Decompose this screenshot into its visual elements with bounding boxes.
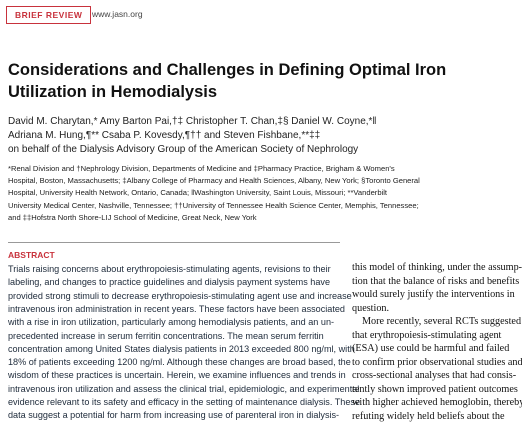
abstract-line: data suggest a potential for harm from i… [8,410,340,421]
title-line: Utilization in Hemodialysis [8,83,218,101]
author-line: Adriana M. Hung,¶** Csaba P. Kovesdy,¶††… [8,130,321,141]
abstract-line: precedented increase in serum ferritin c… [8,330,324,341]
body-line: to confirm prior observational studies a… [352,356,522,368]
abstract-line: Trials raising concerns about erythropoi… [8,264,331,274]
abstract-line: with a rise in iron utilization, particu… [8,317,335,328]
body-line: with higher achieved hemoglobin, thereby [352,397,522,408]
section-badge: BRIEF REVIEW [6,6,92,24]
body-line: question. [352,302,390,314]
body-line: that erythropoiesis-stimulating agent [352,329,502,341]
abstract-line: wisdom of these practices is uncertain. … [8,370,346,381]
body-line: tion that the balance of risks and benef… [352,275,520,287]
body-line: this model of thinking, under the assump… [352,262,522,273]
abstract-line: intravenous iron utilization and assess … [8,383,360,394]
body-line: would surely justify the interventions i… [352,289,515,300]
abstract-line: intravenous iron administration in recen… [8,303,345,314]
author-line: on behalf of the Dialysis Advisory Group… [8,144,359,155]
affiliation-line: Hospital, University Health Network, Ont… [8,188,388,198]
abstract-line: 18% of patients exceeding 1200 ng/ml. Al… [8,357,351,368]
affiliation-line: Hospital, Boston, Massachusetts; ‡Albany… [8,176,420,186]
affiliation-line: *Renal Division and †Nephrology Division… [8,164,395,173]
abstract-line: concentration among United States dialys… [8,343,355,354]
affiliation-line: University Medical Center, Nashville, Te… [8,200,419,210]
body-line: (ESA) use could be harmful and failed [352,343,510,354]
divider [8,242,340,243]
abstract-line: labeling, and changes to practice guidel… [8,277,331,288]
affiliation-line: and ‡‡Hofstra North Shore-LIJ School of … [8,212,257,222]
body-line: tently shown improved patient outcomes [352,383,518,395]
title-line: Considerations and Challenges in Definin… [8,61,447,79]
abstract-heading: ABSTRACT [8,250,55,260]
author-line: David M. Charytan,* Amy Barton Pai,†‡ Ch… [8,116,377,127]
body-line: refuting widely held beliefs about the [352,410,505,422]
page: BRIEF REVIEW www.jasn.org ABSTRACT (() =… [6,6,522,422]
abstract-line: provided strong stimuli to decrease eryt… [8,290,352,301]
body-line: More recently, several RCTs suggested [362,316,522,327]
journal-url[interactable]: www.jasn.org [92,9,143,19]
body-line: cross-sectional analyses that had consis… [352,370,517,381]
abstract-line: evidence relevant to its safety and effi… [8,397,360,407]
